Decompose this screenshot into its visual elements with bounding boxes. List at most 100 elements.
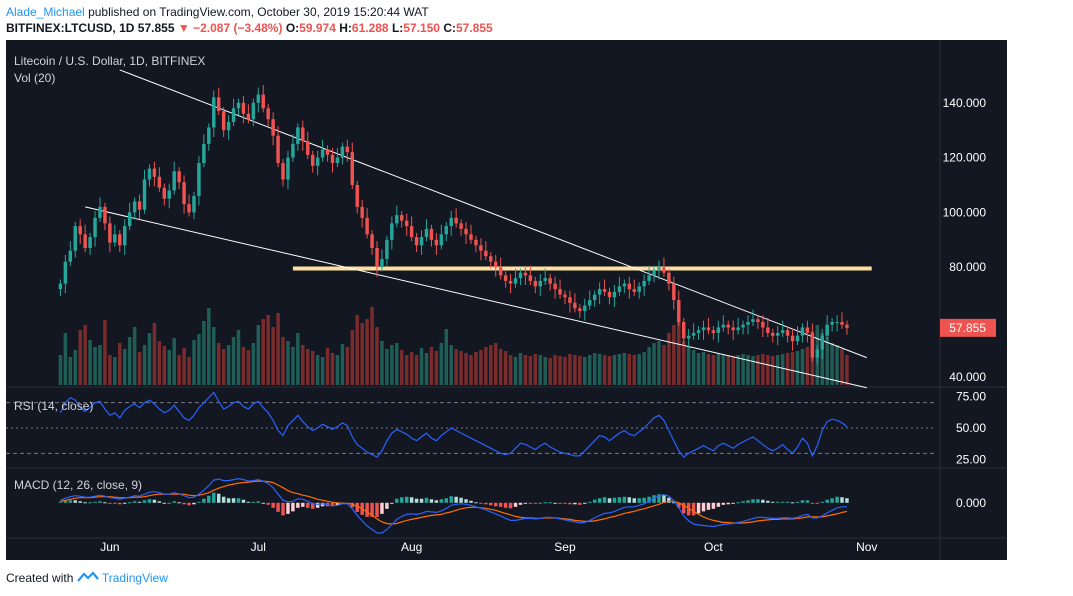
candle-body xyxy=(449,217,453,227)
candle-body xyxy=(122,226,127,246)
candle-body xyxy=(632,289,636,292)
candle-body xyxy=(380,258,384,268)
candle-body xyxy=(775,332,780,336)
candle-body xyxy=(246,113,251,120)
macd-histogram-bar xyxy=(454,496,458,503)
macd-histogram-bar xyxy=(78,501,82,503)
candle-body xyxy=(147,168,152,180)
candle-body xyxy=(197,163,201,196)
macd-histogram-bar xyxy=(627,497,632,503)
candle-body xyxy=(513,278,518,284)
candle-body xyxy=(439,234,444,246)
candle-body xyxy=(508,280,513,284)
volume-bar xyxy=(459,351,463,385)
candle-body xyxy=(385,239,389,259)
price-tick-label: 120.000 xyxy=(943,151,987,165)
volume-bar xyxy=(78,330,82,385)
macd-histogram-bar xyxy=(795,501,800,503)
volume-bar xyxy=(726,355,730,385)
volume-bar xyxy=(558,356,562,385)
volume-bar xyxy=(207,308,211,385)
macd-histogram-bar xyxy=(790,502,795,504)
candle-body xyxy=(320,149,325,158)
volume-bar xyxy=(360,323,364,385)
volume-bar xyxy=(350,330,355,385)
volume-bar xyxy=(73,350,77,385)
candle-body xyxy=(731,327,735,331)
rsi-pane xyxy=(6,391,936,458)
volume-bar xyxy=(256,325,261,385)
macd-histogram-bar xyxy=(766,500,770,503)
macd-histogram-bar xyxy=(375,502,379,517)
volume-bar xyxy=(246,350,251,385)
footer: Created with TradingView xyxy=(6,571,168,585)
volume-bar xyxy=(508,355,513,385)
volume-bar xyxy=(771,356,775,385)
trendlines[interactable] xyxy=(85,69,867,389)
time-tick-label: Jul xyxy=(251,540,266,554)
macd-histogram-bar xyxy=(543,502,547,504)
candle-body xyxy=(597,289,602,295)
author-link[interactable]: Alade_Michael xyxy=(6,5,85,19)
candle-body xyxy=(746,321,750,325)
chart-canvas[interactable]: 140.000 120.000 100.000 80.000 40.000 57.855 7… xyxy=(6,40,1007,560)
time-tick-label: Jun xyxy=(100,540,119,554)
candle-body xyxy=(350,152,355,185)
volume-bar xyxy=(419,348,424,385)
candle-body xyxy=(281,163,285,180)
volume-bar xyxy=(320,357,325,385)
candle-body xyxy=(261,94,265,109)
volume-bar xyxy=(627,354,632,385)
candle-body xyxy=(612,291,617,298)
candle-body xyxy=(587,300,592,306)
volume-bar xyxy=(617,354,622,385)
macd-histogram-bar xyxy=(370,502,374,517)
time-tick-label: Sep xyxy=(554,540,576,554)
macd-histogram-bar xyxy=(83,502,87,504)
candle-body xyxy=(568,297,572,303)
rsi-legend: RSI (14, close) xyxy=(14,399,93,413)
trendline xyxy=(119,69,867,359)
macd-histogram-bar xyxy=(122,502,127,504)
macd-histogram-bar xyxy=(167,502,171,504)
low-label: L: xyxy=(391,21,404,35)
macd-histogram-bar xyxy=(657,494,661,503)
candle-body xyxy=(726,324,730,328)
last-price: 57.855 xyxy=(137,21,175,35)
candle-body xyxy=(592,294,597,301)
volume-bar xyxy=(340,344,345,385)
volume-bar xyxy=(434,351,439,385)
candle-body xyxy=(414,237,419,246)
macd-histogram-bar xyxy=(246,501,251,503)
macd-histogram-bar xyxy=(439,499,444,503)
macd-histogram-bar xyxy=(746,500,750,503)
price-tick-label: 80.000 xyxy=(949,260,986,274)
candle-body xyxy=(780,330,785,333)
open-label: O: xyxy=(285,21,300,35)
macd-histogram-bar xyxy=(553,502,557,504)
candle-body xyxy=(202,143,206,164)
macd-legend: MACD (12, 26, close, 9) xyxy=(14,478,142,492)
chart-panel[interactable]: 140.000 120.000 100.000 80.000 40.000 57.855 7… xyxy=(6,40,1007,560)
candle-body xyxy=(409,226,414,238)
volume-bar xyxy=(528,356,533,385)
volume-bar xyxy=(385,349,389,385)
macd-histogram-bar xyxy=(132,501,137,503)
macd-line xyxy=(60,477,847,534)
candle-body xyxy=(711,330,716,333)
volume-bar xyxy=(286,341,290,385)
macd-histogram-bar xyxy=(286,502,290,514)
volume-bar xyxy=(553,355,557,385)
candle-body xyxy=(207,127,211,144)
macd-histogram-bar xyxy=(291,502,295,512)
volume-bar xyxy=(513,357,518,385)
tradingview-logo-icon[interactable] xyxy=(76,571,102,585)
macd-histogram-bar xyxy=(365,502,369,517)
candle-body xyxy=(637,286,641,292)
symbol-name: BITFINEX:LTCUSD, 1D xyxy=(6,21,135,35)
macd-histogram-bar xyxy=(306,502,310,508)
candle-body xyxy=(118,234,122,246)
tradingview-link[interactable]: TradingView xyxy=(101,571,168,585)
volume-bar xyxy=(573,355,577,385)
close-value: 57.855 xyxy=(455,21,493,35)
